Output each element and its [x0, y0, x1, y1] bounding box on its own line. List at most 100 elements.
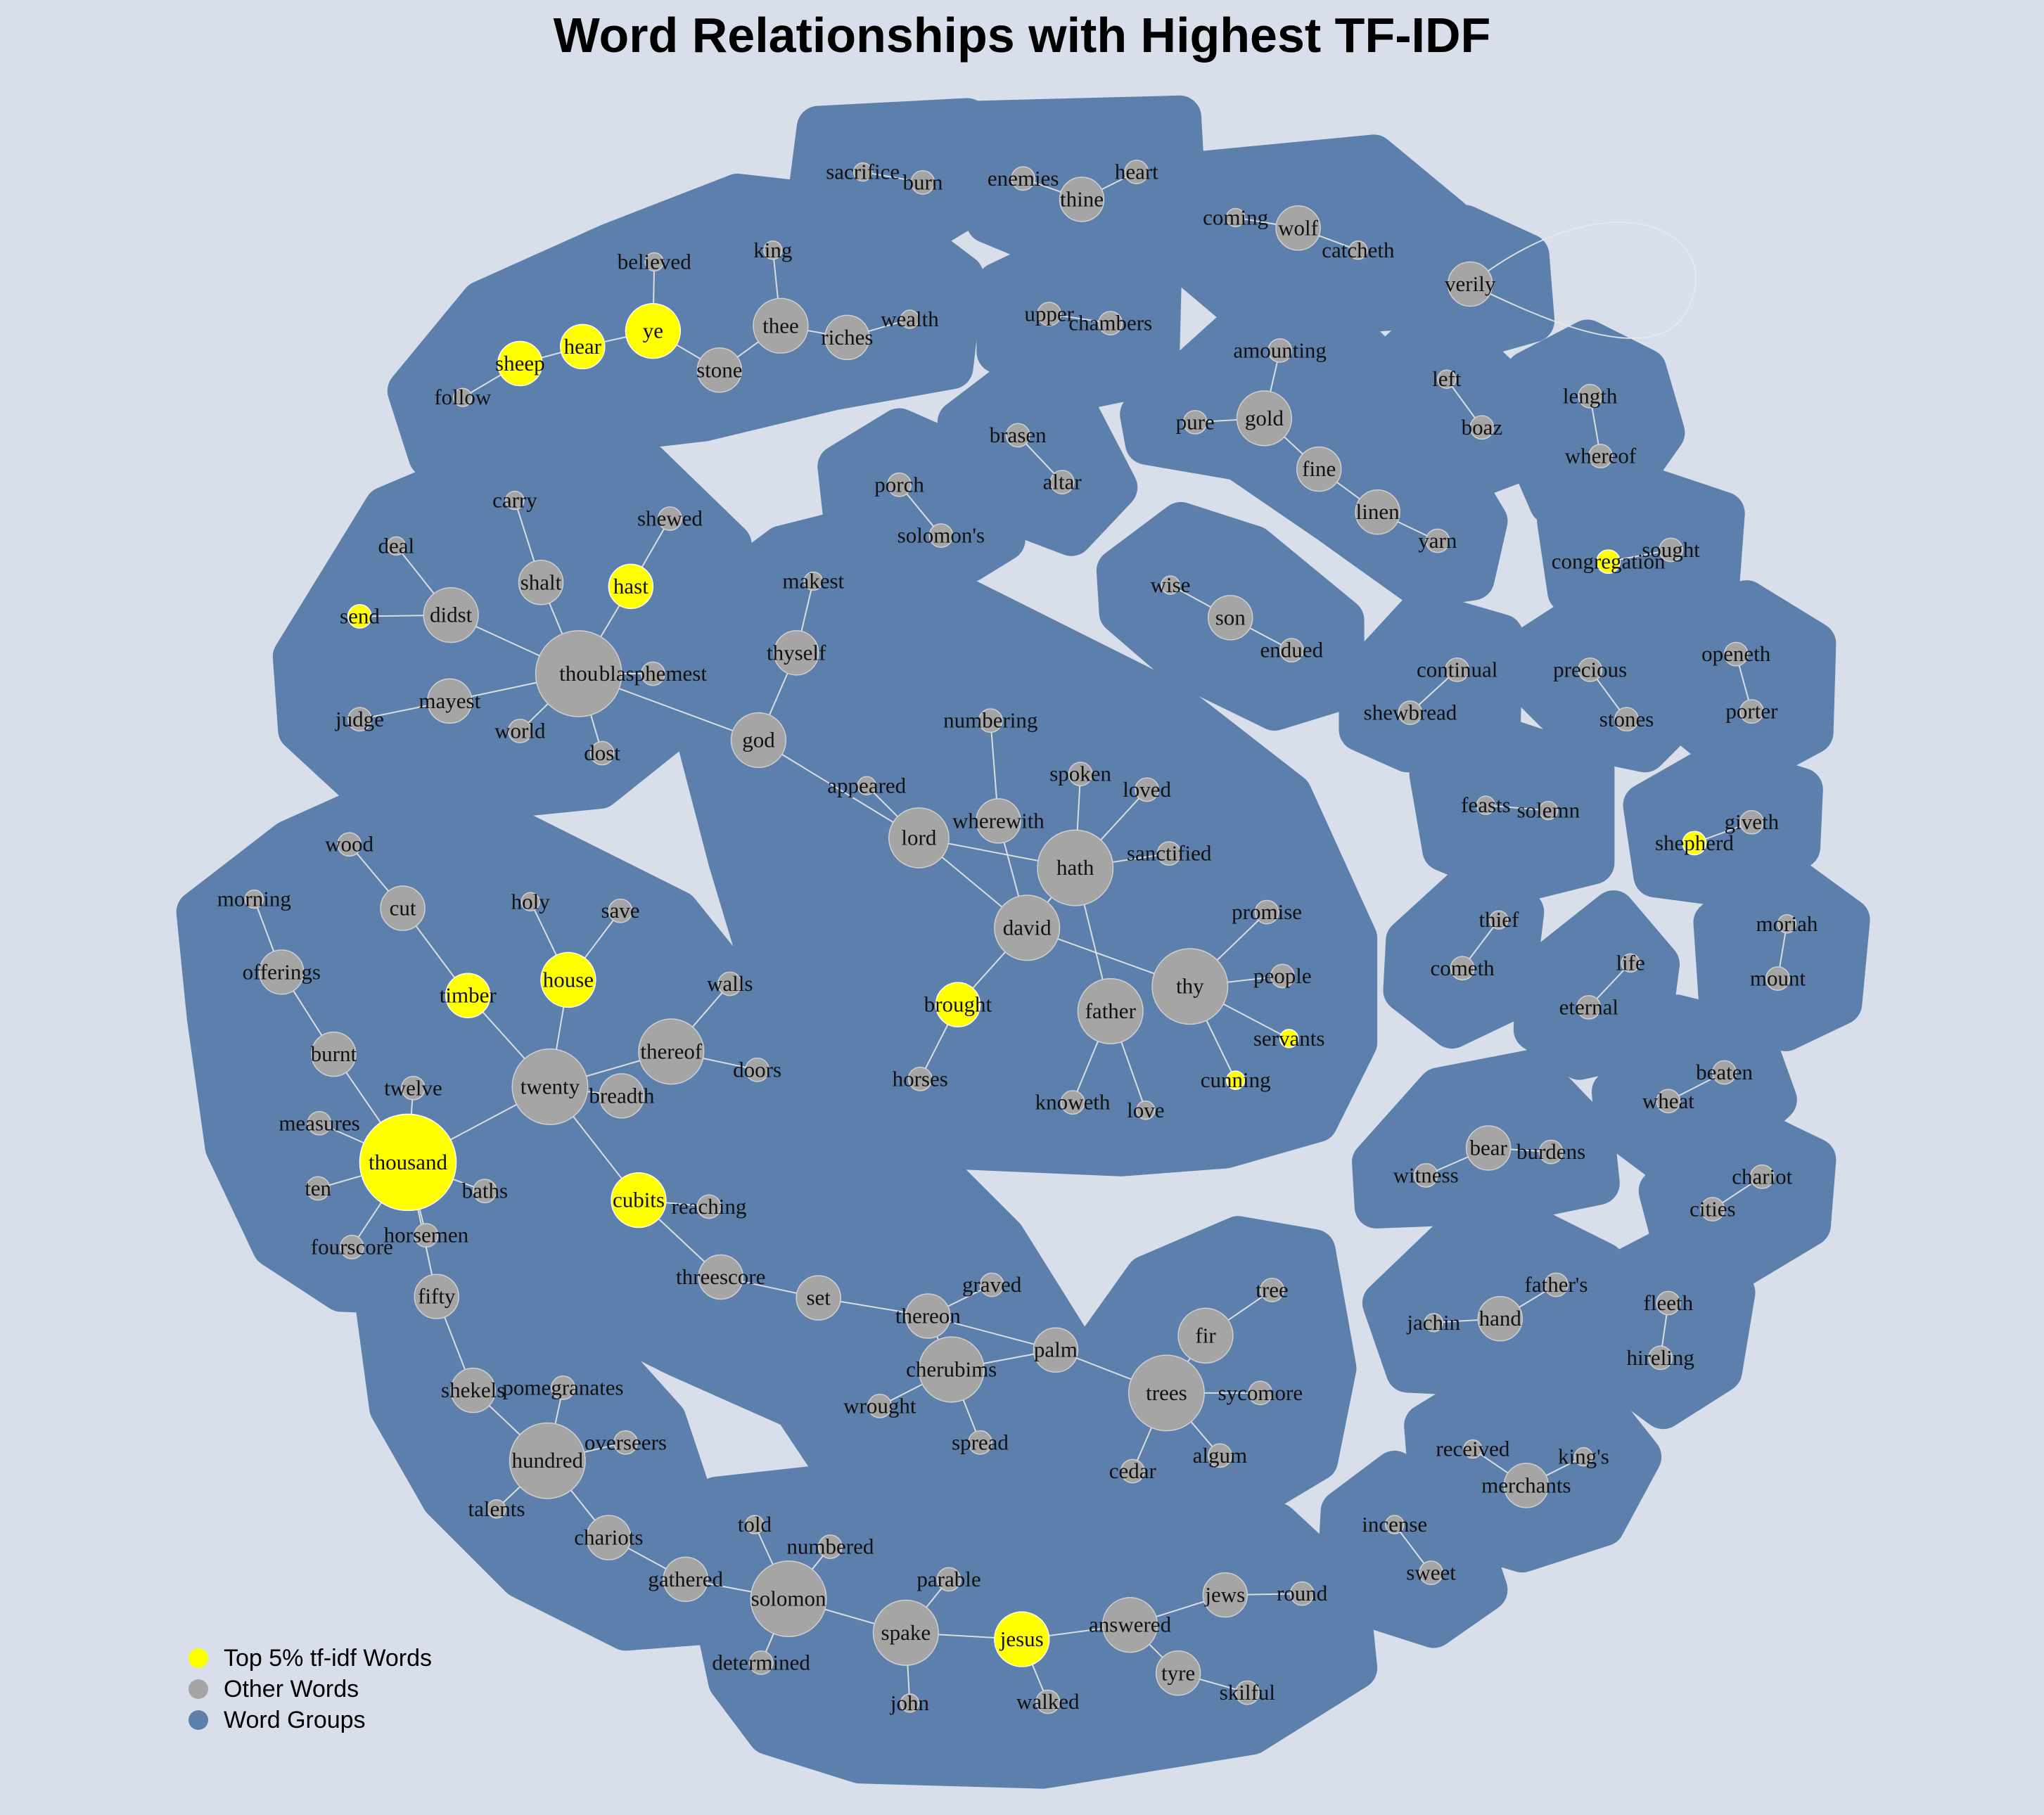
node-gathered — [663, 1556, 708, 1603]
node-label-walls: walls — [707, 971, 753, 996]
node-label-enemies: enemies — [988, 166, 1059, 191]
node-label-shalt: shalt — [520, 570, 562, 594]
node-jews — [1202, 1572, 1248, 1618]
chart-title: Word Relationships with Highest TF-IDF — [553, 8, 1491, 63]
node-label-doors: doors — [733, 1057, 781, 1082]
node-label-heart: heart — [1115, 160, 1158, 184]
node-holy — [520, 892, 540, 911]
node-cut — [380, 885, 426, 931]
node-feasts — [1476, 795, 1496, 815]
node-label-mayest: mayest — [419, 688, 480, 713]
legend-item-other-words: Other Words — [189, 1674, 432, 1705]
node-sweet — [1419, 1560, 1444, 1585]
node-heart — [1124, 160, 1149, 185]
node-label-jews: jews — [1204, 1582, 1245, 1607]
node-coming — [1225, 207, 1246, 228]
node-timber — [445, 973, 491, 1018]
node-tyre — [1155, 1650, 1201, 1696]
node-label-threescore: threescore — [676, 1264, 765, 1289]
node-mayest — [427, 678, 473, 724]
node-thou — [535, 630, 622, 717]
node-label-length: length — [1563, 383, 1618, 408]
edge-verily-self-loop — [1469, 222, 1697, 340]
node-label-answered: answered — [1089, 1612, 1172, 1637]
node-label-measures: measures — [279, 1110, 359, 1135]
node-save — [608, 898, 633, 923]
node-label-shewbread: shewbread — [1364, 700, 1457, 725]
node-label-mount: mount — [1750, 966, 1806, 991]
node-porter — [1739, 699, 1764, 724]
node-label-sweet: sweet — [1406, 1560, 1456, 1585]
node-openeth — [1723, 641, 1749, 667]
node-label-tyre: tyre — [1161, 1660, 1195, 1685]
node-label-thee: thee — [762, 313, 799, 338]
node-wherewith — [976, 798, 1021, 844]
node-walked — [1035, 1689, 1061, 1714]
node-mount — [1765, 966, 1790, 992]
node-label-hireling: hireling — [1627, 1345, 1694, 1370]
node-eternal — [1576, 994, 1602, 1020]
node-label-king: king — [753, 238, 792, 262]
node-label-spread: spread — [952, 1430, 1009, 1454]
node-judge — [347, 707, 372, 732]
node-thereon — [905, 1293, 951, 1339]
node-hast — [608, 563, 654, 610]
node-hireling — [1648, 1345, 1673, 1371]
node-cubits — [611, 1172, 667, 1229]
node-label-numbered: numbered — [786, 1534, 874, 1559]
legend-swatch — [189, 1648, 208, 1668]
node-label-offerings: offerings — [243, 959, 321, 984]
node-round — [1289, 1581, 1315, 1606]
node-label-save: save — [601, 898, 639, 923]
node-label-pure: pure — [1176, 409, 1215, 434]
node-label-catcheth: catcheth — [1322, 238, 1395, 262]
node-label-linen: linen — [1356, 499, 1400, 524]
node-left — [1437, 369, 1457, 389]
node-numbered — [817, 1534, 843, 1559]
node-label-dost: dost — [584, 740, 620, 765]
node-spread — [968, 1430, 992, 1455]
node-label-round: round — [1277, 1581, 1328, 1605]
node-label-yarn: yarn — [1418, 528, 1457, 553]
node-wealth — [900, 309, 920, 329]
node-fir — [1177, 1307, 1234, 1364]
node-cedar — [1120, 1458, 1145, 1484]
node-label-knoweth: knoweth — [1035, 1090, 1111, 1115]
node-reaching — [696, 1194, 722, 1219]
word-group-hull — [1576, 1226, 1756, 1430]
node-label-hand: hand — [1479, 1306, 1522, 1330]
node-label-thyself: thyself — [767, 640, 826, 665]
legend-label: Other Words — [224, 1675, 359, 1702]
word-group-hull — [1623, 741, 1823, 908]
node-porch — [887, 472, 912, 497]
node-thine — [1059, 177, 1105, 222]
node-thy — [1151, 948, 1229, 1025]
node-father — [1077, 977, 1144, 1045]
node-thief — [1489, 910, 1509, 930]
node-label-cubits: cubits — [613, 1188, 665, 1212]
node-label-stones: stones — [1599, 707, 1654, 731]
node-label-thine: thine — [1060, 187, 1104, 212]
node-label-hear: hear — [564, 334, 602, 359]
node-stone — [696, 347, 743, 393]
node-riches — [824, 314, 870, 361]
word-group-hull — [1409, 715, 1615, 903]
node-label-thereon: thereon — [895, 1304, 961, 1328]
node-label-ye: ye — [643, 319, 663, 343]
node-label-carry: carry — [492, 488, 537, 513]
node-label-hast: hast — [613, 574, 649, 598]
node-label-god: god — [742, 728, 775, 752]
node-witness — [1413, 1162, 1438, 1188]
word-group-hull — [1511, 596, 1704, 773]
node-follow — [453, 387, 473, 407]
node-label-porch: porch — [874, 472, 924, 496]
node-burn — [910, 169, 935, 195]
node-chambers — [1098, 311, 1123, 335]
node-label-horsemen: horsemen — [384, 1223, 469, 1248]
node-wheat — [1656, 1089, 1681, 1114]
node-label-incense: incense — [1362, 1512, 1427, 1537]
node-chariots — [586, 1515, 632, 1560]
node-label-talents: talents — [468, 1496, 525, 1521]
node-label-pomegranates: pomegranates — [502, 1375, 623, 1399]
node-cometh — [1450, 956, 1475, 981]
